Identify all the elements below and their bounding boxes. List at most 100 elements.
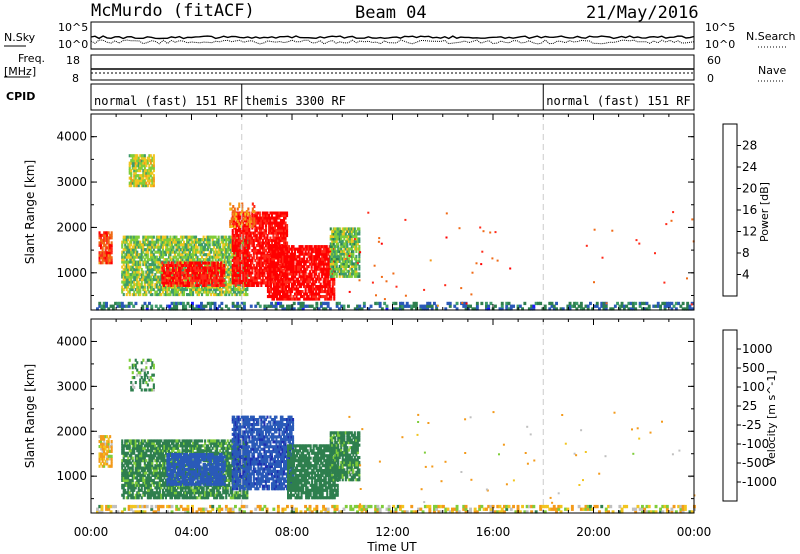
range-gate-cell [143,156,146,160]
range-gate-cell [316,277,319,281]
range-gate-cell [187,278,190,282]
range-gate-cell [124,471,127,475]
range-gate-cell [170,248,173,252]
range-gate-cell [278,285,281,289]
range-gate-cell [125,273,128,277]
range-gate-cell [321,267,324,271]
range-gate-cell [191,276,194,280]
range-gate-cell [98,435,101,439]
range-gate-cell [100,440,103,444]
range-gate-cell [186,253,189,257]
scatter-cell [380,242,383,245]
range-gate-cell [187,258,190,262]
range-gate-cell [318,287,321,291]
range-gate-cell [146,169,149,173]
range-gate-cell [281,290,284,294]
range-gate-cell [584,304,588,308]
range-gate-cell [582,307,586,311]
range-gate-cell [229,243,232,247]
range-gate-cell [175,243,178,247]
range-gate-cell [285,277,288,281]
range-gate-cell [258,231,261,235]
range-gate-cell [172,288,175,292]
range-gate-cell [166,235,169,239]
range-gate-cell [274,301,278,306]
range-gate-cell [285,287,288,291]
range-gate-cell [167,276,170,280]
range-gate-cell [142,255,145,259]
range-gate-cell [310,295,313,299]
scatter-cell [611,229,614,232]
range-gate-cell [234,256,237,260]
scatter-cell [593,228,596,231]
range-gate-cell [234,273,237,277]
range-gate-cell [167,266,170,270]
range-gate-cell [315,287,318,291]
range-gate-cell [137,184,140,188]
range-gate-cell [324,301,328,306]
range-gate-cell [199,268,202,272]
range-gate-cell [226,238,229,242]
range-gate-cell [251,268,254,272]
range-gate-cell [355,249,358,253]
range-gate-cell [392,307,396,311]
range-gate-cell [408,304,411,308]
range-gate-cell [242,229,245,233]
range-gate-cell [288,267,291,271]
range-gate-cell [315,267,318,271]
range-gate-cell [251,239,254,243]
range-gate-cell [306,295,309,299]
range-gate-cell [268,245,271,249]
range-gate-cell [253,217,256,221]
range-gate-cell [154,265,157,269]
range-gate-cell [241,210,244,214]
range-gate-cell [177,268,180,272]
scatter-cell [479,226,482,229]
range-gate-cell [143,161,146,165]
range-gate-cell [270,304,273,308]
range-gate-cell [410,304,414,308]
range-gate-cell [151,159,154,163]
range-gate-cell [101,238,104,242]
range-gate-cell [171,266,174,270]
range-gate-cell [125,473,128,477]
range-gate-cell [202,273,205,277]
range-gate-cell [202,271,205,275]
range-gate-cell [246,293,249,297]
range-gate-cell [127,481,130,485]
range-gate-cell [280,260,283,264]
range-gate-cell [344,259,347,263]
range-gate-cell [169,255,172,259]
range-gate-cell [136,263,139,267]
range-gate-cell [216,243,219,247]
range-gate-cell [341,239,344,243]
range-gate-cell [264,214,267,218]
range-gate-cell [346,274,349,278]
range-gate-cell [656,301,660,306]
range-gate-cell [124,439,127,443]
range-gate-cell [310,257,313,261]
range-gate-cell [272,216,275,220]
range-gate-cell [343,229,346,233]
range-gate-cell [157,240,160,244]
range-gate-cell [190,293,193,297]
range-gate-cell [299,301,303,306]
range-gate-cell [104,445,107,449]
range-gate-cell [332,242,335,246]
range-gate-cell [613,304,617,308]
range-gate-cell [244,212,247,216]
range-gate-cell [358,257,361,261]
range-gate-cell [170,263,173,267]
range-gate-cell [346,237,349,241]
scatter-cell [480,263,483,266]
range-gate-cell [124,243,127,247]
range-gate-cell [325,280,328,284]
range-gate-cell [166,290,169,294]
range-gate-cell [208,238,211,242]
range-gate-cell [258,276,261,280]
range-gate-cell [264,266,267,270]
range-gate-cell [180,283,183,287]
range-gate-cell [163,285,166,289]
range-gate-cell [215,278,218,282]
range-gate-cell [191,266,194,270]
